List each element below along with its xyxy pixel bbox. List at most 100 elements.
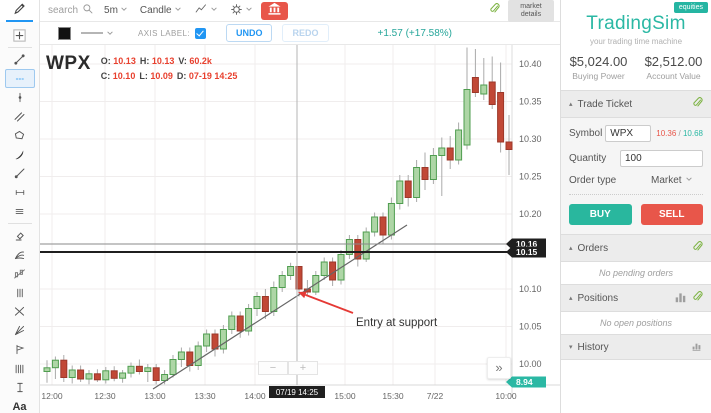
chart-zoom-controls: − + bbox=[258, 361, 318, 375]
redo-button[interactable]: REDO bbox=[282, 24, 329, 42]
app-tagline: your trading time machine bbox=[589, 37, 683, 46]
svg-text:10.16: 10.16 bbox=[516, 239, 538, 249]
market-button[interactable] bbox=[260, 1, 288, 20]
measure-tool[interactable] bbox=[5, 183, 35, 202]
crosshair-time-tag: 07/19 14:25 bbox=[269, 386, 325, 398]
svg-text:10.40: 10.40 bbox=[519, 59, 542, 69]
support-level-lines bbox=[40, 243, 512, 253]
color-swatch[interactable] bbox=[58, 26, 71, 40]
drawing-tools-list: Aa bbox=[0, 22, 39, 413]
drawing-settings-toolbar: AXIS LABEL: UNDO REDO +1.57 (+17.58%) bbox=[40, 22, 560, 45]
svg-text:15:30: 15:30 bbox=[382, 391, 404, 401]
text-cursor-tool[interactable] bbox=[5, 378, 35, 397]
paperclip-icon[interactable] bbox=[489, 2, 500, 20]
positions-title: Positions bbox=[577, 292, 619, 304]
positions-empty-text: No open positions bbox=[561, 312, 711, 334]
chevron-down-icon bbox=[685, 175, 693, 186]
quantity-field[interactable] bbox=[620, 150, 703, 167]
orders-header[interactable]: ▴ Orders bbox=[561, 234, 711, 262]
order-type-label: Order type bbox=[569, 175, 617, 186]
symbol-label: Symbol bbox=[569, 128, 603, 139]
price-axis-labels: 10.40 10.35 10.30 10.25 10.20 10.15 10.10 10.05… bbox=[519, 59, 542, 369]
svg-text:10.00: 10.00 bbox=[519, 359, 542, 369]
collapse-arrow-icon: ▴ bbox=[569, 245, 573, 252]
pitchfork-tool[interactable] bbox=[5, 302, 35, 321]
positions-header[interactable]: ▴ Positions bbox=[561, 284, 711, 312]
horizontal-lines-tool[interactable] bbox=[5, 202, 35, 221]
svg-text:10:00: 10:00 bbox=[495, 391, 517, 401]
svg-text:15:00: 15:00 bbox=[334, 391, 356, 401]
text-tool[interactable]: Aa bbox=[12, 400, 27, 413]
zoom-in-button[interactable]: + bbox=[288, 361, 318, 375]
flag-tool[interactable] bbox=[5, 340, 35, 359]
market-details-button[interactable]: market details bbox=[508, 0, 554, 22]
collapse-arrow-icon: ▴ bbox=[569, 101, 573, 108]
line-style-dropdown[interactable] bbox=[81, 24, 114, 42]
chart-canvas: 10.40 10.35 10.30 10.25 10.20 10.15 10.10 10.05… bbox=[40, 45, 560, 413]
eraser-tool[interactable] bbox=[5, 226, 35, 245]
price-tag: 10.15 bbox=[506, 246, 546, 258]
trade-ticket-title: Trade Ticket bbox=[577, 98, 633, 110]
buy-button[interactable]: BUY bbox=[569, 204, 632, 225]
gear-icon bbox=[230, 3, 243, 19]
symbol-field[interactable] bbox=[605, 125, 652, 142]
svg-text:12:00: 12:00 bbox=[41, 391, 63, 401]
parallel-channel-tool[interactable] bbox=[5, 107, 35, 126]
bar-chart-icon[interactable] bbox=[691, 340, 703, 354]
fan-tool[interactable] bbox=[5, 245, 35, 264]
svg-text:13:30: 13:30 bbox=[194, 391, 216, 401]
scroll-forward-button[interactable]: » bbox=[487, 357, 511, 379]
drawing-tools-rail: Aa bbox=[0, 0, 40, 413]
undo-button[interactable]: UNDO bbox=[225, 24, 273, 42]
market-details-label: details bbox=[520, 10, 542, 18]
svg-text:10.25: 10.25 bbox=[519, 172, 542, 182]
bank-icon bbox=[267, 2, 282, 20]
chevron-down-icon bbox=[210, 5, 218, 16]
trade-ticket-header[interactable]: ▴ Trade Ticket bbox=[561, 90, 711, 118]
bar-chart-icon[interactable] bbox=[674, 291, 687, 306]
order-type-dropdown[interactable]: Market bbox=[651, 175, 693, 186]
pencil-icon bbox=[12, 1, 27, 21]
candlestick-chart[interactable]: 10.40 10.35 10.30 10.25 10.20 10.15 10.10 10.05… bbox=[40, 45, 560, 413]
chevron-down-icon bbox=[174, 5, 182, 16]
rail-divider bbox=[7, 223, 32, 224]
chart-type-dropdown[interactable]: Candle bbox=[136, 5, 186, 16]
collapse-arrow-icon: ▾ bbox=[569, 344, 573, 351]
settings-dropdown[interactable] bbox=[226, 3, 257, 19]
trade-ticket-body: Symbol 10.36 / 10.68 Quantity Order type… bbox=[561, 118, 711, 234]
order-type-value: Market bbox=[651, 175, 682, 186]
history-header[interactable]: ▾ History bbox=[561, 334, 711, 360]
timeframe-dropdown[interactable]: 5m bbox=[100, 5, 132, 16]
zoom-out-button[interactable]: − bbox=[258, 361, 288, 375]
brush-tool[interactable] bbox=[5, 145, 35, 164]
svg-text:10.30: 10.30 bbox=[519, 134, 542, 144]
paperclip-icon[interactable] bbox=[692, 240, 703, 256]
trend-line-tool[interactable] bbox=[5, 50, 35, 69]
paperclip-icon[interactable] bbox=[692, 290, 703, 306]
drawing-tools-toggle[interactable] bbox=[0, 0, 39, 22]
svg-text:10.05: 10.05 bbox=[519, 322, 542, 332]
chart-type-value: Candle bbox=[139, 5, 172, 16]
grid-lines-tool[interactable] bbox=[5, 359, 35, 378]
polygon-tool[interactable] bbox=[5, 126, 35, 145]
gann-fan-tool[interactable] bbox=[5, 321, 35, 340]
ray-tool[interactable] bbox=[5, 164, 35, 183]
paperclip-icon[interactable] bbox=[692, 96, 703, 112]
svg-text:07/19 14:25: 07/19 14:25 bbox=[276, 388, 319, 397]
search-icon bbox=[82, 3, 94, 18]
pattern-tool[interactable] bbox=[5, 264, 35, 283]
market-details-label: market bbox=[520, 2, 542, 10]
orders-empty-text: No pending orders bbox=[561, 262, 711, 284]
collapse-arrow-icon: ▴ bbox=[569, 295, 573, 302]
vertical-line-tool[interactable] bbox=[5, 88, 35, 107]
vertical-lines-tool[interactable] bbox=[5, 283, 35, 302]
sell-button[interactable]: SELL bbox=[640, 204, 703, 225]
indicators-dropdown[interactable] bbox=[190, 3, 222, 18]
symbol-search-input[interactable]: search bbox=[46, 3, 96, 18]
horizontal-line-tool[interactable] bbox=[4, 69, 35, 88]
chart-toolbar: search 5m Candle bbox=[40, 0, 560, 22]
chart-svg: 10.40 10.35 10.30 10.25 10.20 10.15 10.10 10.05… bbox=[40, 45, 560, 401]
axis-label-checkbox[interactable] bbox=[194, 27, 206, 39]
crosshair-tool[interactable] bbox=[5, 26, 35, 45]
